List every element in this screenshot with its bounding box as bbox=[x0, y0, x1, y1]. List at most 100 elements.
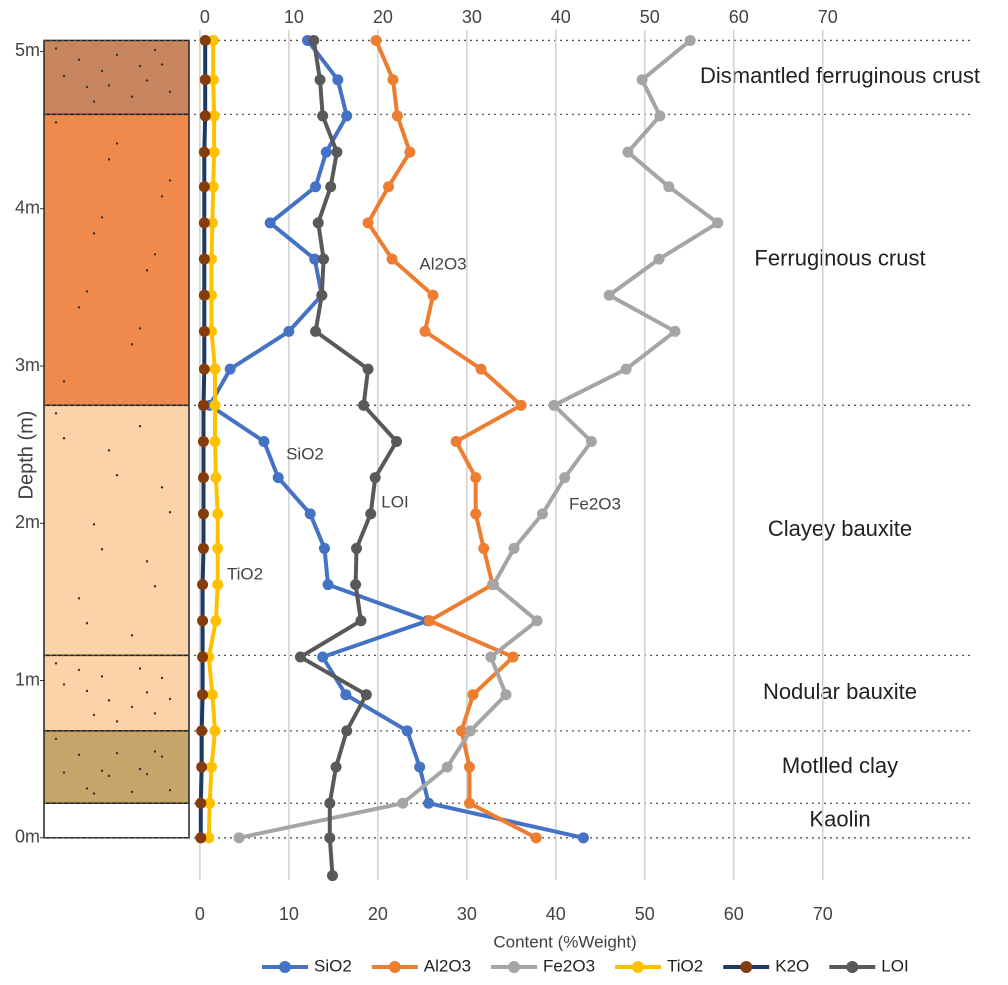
series-label: Al2O3 bbox=[419, 254, 466, 273]
legend-label: TiO2 bbox=[667, 956, 703, 975]
data-point bbox=[316, 290, 327, 301]
data-point bbox=[549, 400, 560, 411]
texture-dot bbox=[146, 560, 148, 562]
data-point bbox=[451, 436, 462, 447]
data-point bbox=[323, 579, 334, 590]
data-point bbox=[361, 689, 372, 700]
x-tick-label-top: 30 bbox=[462, 7, 482, 27]
legend-label: K2O bbox=[775, 956, 809, 975]
data-point bbox=[365, 508, 376, 519]
data-point bbox=[198, 472, 209, 483]
texture-dot bbox=[116, 54, 118, 56]
data-point bbox=[350, 579, 361, 590]
data-point bbox=[586, 436, 597, 447]
texture-dot bbox=[108, 158, 110, 160]
data-point bbox=[210, 364, 221, 375]
legend-marker bbox=[389, 961, 401, 973]
texture-dot bbox=[55, 47, 57, 49]
texture-dot bbox=[161, 755, 163, 757]
data-point bbox=[423, 798, 434, 809]
x-tick-label-top: 60 bbox=[729, 7, 749, 27]
data-point bbox=[508, 651, 519, 662]
texture-dot bbox=[63, 75, 65, 77]
texture-dot bbox=[116, 752, 118, 754]
texture-dot bbox=[78, 306, 80, 308]
data-point bbox=[305, 508, 316, 519]
data-point bbox=[670, 326, 681, 337]
data-point bbox=[199, 254, 210, 265]
texture-dot bbox=[154, 49, 156, 51]
data-point bbox=[622, 147, 633, 158]
data-point bbox=[327, 870, 338, 881]
series-label: LOI bbox=[381, 492, 408, 511]
data-point bbox=[532, 615, 543, 626]
data-point bbox=[428, 290, 439, 301]
y-tick-label: 0m bbox=[15, 827, 40, 847]
texture-dot bbox=[86, 290, 88, 292]
texture-dot bbox=[154, 750, 156, 752]
series-label: Fe2O3 bbox=[569, 494, 621, 513]
zone-label: Dismantled ferruginous crust bbox=[700, 63, 980, 88]
texture-dot bbox=[169, 179, 171, 181]
x-axis-label: Content (%Weight) bbox=[493, 932, 636, 951]
data-point bbox=[199, 364, 210, 375]
data-point bbox=[654, 254, 665, 265]
x-tick-label: 60 bbox=[724, 904, 744, 924]
texture-dot bbox=[86, 86, 88, 88]
data-point bbox=[387, 74, 398, 85]
texture-dot bbox=[78, 754, 80, 756]
data-point bbox=[199, 181, 210, 192]
texture-dot bbox=[131, 95, 133, 97]
data-point bbox=[195, 832, 206, 843]
series-label: TiO2 bbox=[227, 564, 263, 583]
texture-dot bbox=[139, 65, 141, 67]
x-tick-label-top: 50 bbox=[640, 7, 660, 27]
legend-label: Fe2O3 bbox=[543, 956, 595, 975]
data-point bbox=[324, 832, 335, 843]
zone-label: Ferruginous crust bbox=[754, 246, 925, 271]
data-point bbox=[331, 147, 342, 158]
data-point bbox=[391, 436, 402, 447]
data-point bbox=[465, 725, 476, 736]
texture-dot bbox=[55, 412, 57, 414]
texture-dot bbox=[55, 121, 57, 123]
data-point bbox=[198, 400, 209, 411]
texture-dot bbox=[108, 84, 110, 86]
data-point bbox=[210, 436, 221, 447]
texture-dot bbox=[161, 486, 163, 488]
data-point bbox=[414, 762, 425, 773]
data-point bbox=[355, 615, 366, 626]
data-point bbox=[537, 508, 548, 519]
data-point bbox=[397, 798, 408, 809]
data-point bbox=[315, 74, 326, 85]
texture-dot bbox=[63, 683, 65, 685]
x-tick-label: 30 bbox=[457, 904, 477, 924]
texture-dot bbox=[146, 691, 148, 693]
y-tick-label: 4m bbox=[15, 197, 40, 217]
series-line bbox=[239, 40, 718, 837]
texture-dot bbox=[108, 775, 110, 777]
texture-dot bbox=[116, 142, 118, 144]
data-point bbox=[392, 110, 403, 121]
data-point bbox=[317, 110, 328, 121]
texture-dot bbox=[93, 232, 95, 234]
lithology-layer bbox=[44, 405, 189, 655]
x-tick-label-top: 70 bbox=[818, 7, 838, 27]
texture-dot bbox=[161, 677, 163, 679]
zone-label: Nodular bauxite bbox=[763, 679, 917, 704]
texture-dot bbox=[139, 327, 141, 329]
texture-dot bbox=[93, 714, 95, 716]
data-point bbox=[442, 762, 453, 773]
data-point bbox=[313, 217, 324, 228]
data-point bbox=[712, 217, 723, 228]
zone-label: Kaolin bbox=[809, 806, 870, 831]
data-point bbox=[685, 35, 696, 46]
data-point bbox=[340, 689, 351, 700]
data-point bbox=[308, 35, 319, 46]
legend-label: LOI bbox=[881, 956, 908, 975]
texture-dot bbox=[131, 791, 133, 793]
texture-dot bbox=[63, 437, 65, 439]
data-point bbox=[559, 472, 570, 483]
data-point bbox=[371, 35, 382, 46]
